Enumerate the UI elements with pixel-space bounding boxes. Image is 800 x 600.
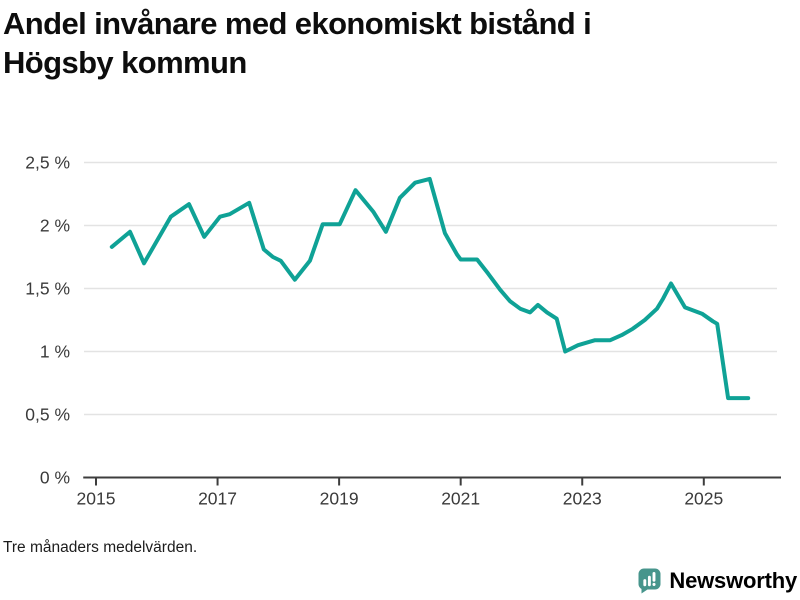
x-axis-label: 2019 bbox=[320, 489, 359, 509]
x-axis-label: 2017 bbox=[198, 489, 237, 509]
x-axis-label: 2021 bbox=[441, 489, 480, 509]
x-axis-label: 2025 bbox=[684, 489, 723, 509]
y-axis-label: 1 % bbox=[40, 342, 70, 362]
page-title-line-2: Högsby kommun bbox=[3, 45, 247, 80]
y-axis-label: 2,5 % bbox=[25, 153, 70, 173]
y-axis-label: 0,5 % bbox=[25, 405, 70, 425]
y-axis-label: 2 % bbox=[40, 216, 70, 236]
data-line-series bbox=[109, 176, 751, 401]
newsworthy-logo[interactable]: Newsworthy bbox=[638, 568, 797, 594]
page-title: Andel invånare med ekonomiskt bistånd i … bbox=[3, 4, 783, 82]
newsworthy-icon bbox=[638, 568, 661, 594]
x-axis-label: 2015 bbox=[77, 489, 116, 509]
newsworthy-wordmark: Newsworthy bbox=[669, 568, 797, 593]
y-axis-label: 1,5 % bbox=[25, 279, 70, 299]
x-axis-label: 2023 bbox=[563, 489, 602, 509]
page-title-line-1: Andel invånare med ekonomiskt bistånd i bbox=[3, 6, 592, 41]
chart-footnote: Tre månaders medelvärden. bbox=[3, 539, 198, 556]
y-axis-label: 0 % bbox=[40, 468, 70, 488]
